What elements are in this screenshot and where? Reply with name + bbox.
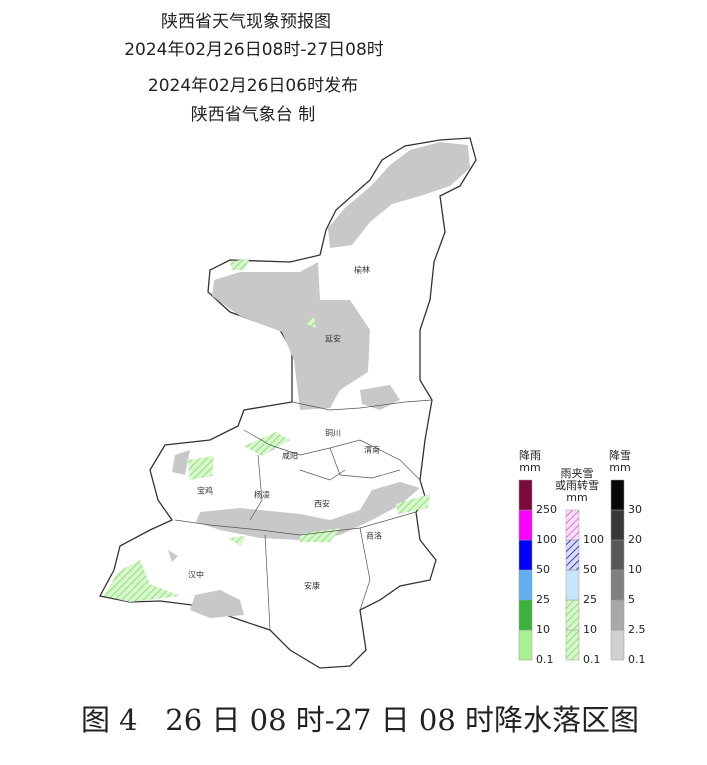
legend-swatch [518, 479, 533, 511]
legend-label: 5 [628, 593, 635, 606]
city-label: 西安 [314, 499, 330, 509]
legend-label: 10 [583, 623, 597, 636]
legend-swatch [518, 509, 533, 541]
legend-unit: mm [609, 461, 630, 474]
legend-label: 25 [536, 593, 550, 606]
province-outline [99, 137, 477, 669]
legend-unit: mm [566, 491, 587, 504]
city-label: 延安 [325, 334, 341, 344]
city-label: 榆林 [354, 265, 370, 275]
map: 榆林 延安 铜川 渭南 咸阳 宝鸡 杨凌 西安 商洛 汉中 安康 [99, 137, 477, 669]
snow-areas [168, 142, 470, 618]
legend-label: 50 [583, 563, 597, 576]
city-label: 汉中 [188, 570, 204, 580]
legend-swatch [565, 599, 580, 631]
title: 陕西省天气现象预报图 [161, 12, 331, 32]
city-label: 商洛 [366, 531, 382, 541]
legend-swatch [565, 629, 580, 661]
legend-label: 25 [583, 593, 597, 606]
legend-swatch [610, 569, 625, 601]
legend-swatch [518, 539, 533, 571]
legend-label: 0.1 [583, 653, 601, 666]
rain-areas [104, 258, 430, 602]
legend-swatch [610, 479, 625, 511]
issued: 2024年02月26日06时发布 [148, 76, 358, 96]
legend-title: 或雨转雪 [555, 478, 599, 492]
caption: 图 4 26 日 08 时-27 日 08 时降水落区图 [81, 703, 639, 737]
legend-label: 30 [628, 503, 642, 516]
legend: 降雨 mm 雨夹雪 或雨转雪 mm 降雪 mm 0.1 10 25 50 100 250 0… [518, 448, 646, 666]
city-label: 铜川 [325, 428, 341, 438]
legend-swatch [565, 569, 580, 601]
legend-unit: mm [519, 461, 540, 474]
legend-swatch [518, 629, 533, 661]
legend-label: 250 [536, 503, 557, 516]
period: 2024年02月26日08时-27日08时 [124, 40, 384, 60]
city-label: 咸阳 [282, 451, 298, 461]
city-label: 杨凌 [254, 490, 270, 500]
legend-swatch [610, 539, 625, 571]
legend-label: 10 [628, 563, 642, 576]
legend-swatch [565, 509, 580, 541]
legend-label: 0.1 [628, 653, 646, 666]
legend-label: 10 [536, 623, 550, 636]
legend-label: 50 [536, 563, 550, 576]
legend-label: 100 [536, 533, 557, 546]
publisher: 陕西省气象台 制 [191, 105, 315, 125]
legend-title: 降雪 [609, 448, 631, 462]
legend-swatch [610, 599, 625, 631]
legend-title: 降雨 [519, 448, 541, 462]
legend-title: 雨夹雪 [561, 467, 594, 480]
legend-label: 100 [583, 533, 604, 546]
legend-swatch [610, 509, 625, 541]
legend-label: 0.1 [536, 653, 554, 666]
legend-swatch [565, 539, 580, 571]
city-label: 宝鸡 [197, 486, 213, 496]
legend-label: 20 [628, 533, 642, 546]
legend-swatch [518, 599, 533, 631]
legend-swatch [518, 569, 533, 601]
city-label: 渭南 [364, 445, 380, 455]
legend-swatch [610, 629, 625, 661]
boundaries [174, 399, 433, 631]
city-label: 安康 [304, 581, 320, 591]
legend-label: 2.5 [628, 623, 646, 636]
